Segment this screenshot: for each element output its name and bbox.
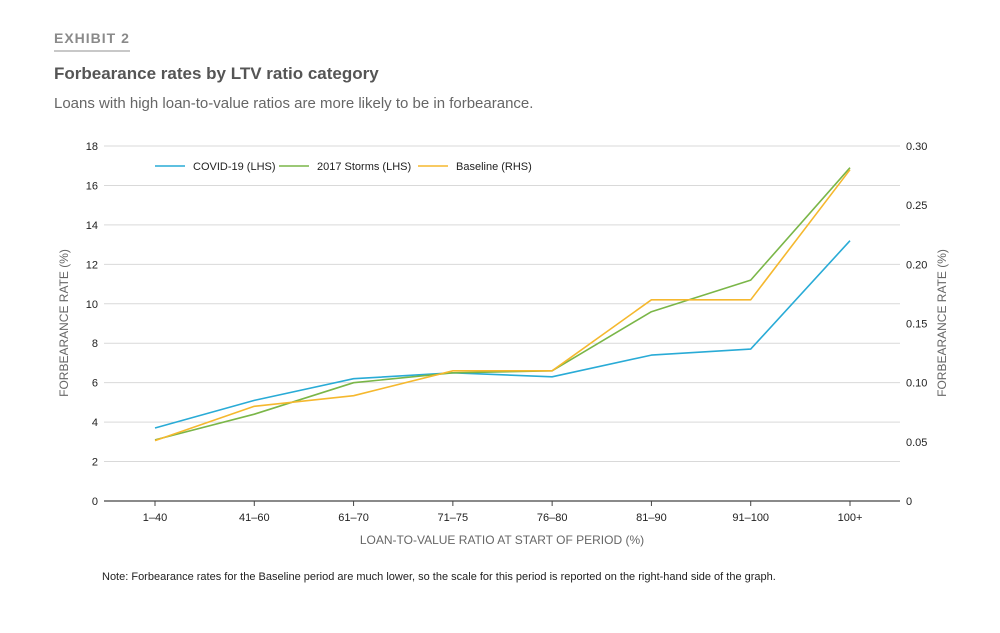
series-line-0	[154, 240, 851, 429]
x-tick-label: 41–60	[239, 512, 270, 524]
y-right-tick-label: 0.30	[906, 141, 927, 153]
right-y-tick-labels: 0 0.05 0.10 0.15 0.20 0.25 0.30	[906, 141, 927, 508]
legend: COVID-19 (LHS) 2017 Storms (LHS) Baseline …	[155, 161, 532, 173]
x-tick-label: 91–100	[732, 512, 769, 524]
y-right-tick-label: 0	[906, 496, 912, 508]
right-y-axis-title: FORBEARANCE RATE (%)	[935, 249, 949, 397]
y-tick-label: 0	[92, 496, 98, 508]
y-tick-label: 10	[86, 299, 98, 311]
y-right-tick-label: 0.20	[906, 259, 927, 271]
legend-entry-label: COVID-19 (LHS)	[193, 161, 276, 173]
y-tick-label: 18	[86, 141, 98, 153]
x-tick-label: 1–40	[143, 512, 167, 524]
y-right-tick-label: 0.25	[906, 200, 927, 212]
chart-title: Forbearance rates by LTV ratio category	[54, 64, 379, 83]
y-tick-label: 2	[92, 457, 98, 469]
series-line-1	[154, 167, 851, 441]
legend-entry-label: Baseline (RHS)	[456, 161, 532, 173]
y-tick-label: 4	[92, 417, 98, 429]
y-tick-label: 12	[86, 259, 98, 271]
x-tick-label: 76–80	[537, 512, 568, 524]
series-lines	[154, 167, 851, 442]
y-right-tick-label: 0.05	[906, 437, 927, 449]
x-tick-labels: 1–40 41–60 61–70 71–75 76–80 81–90 91–100 100+	[143, 501, 863, 524]
y-tick-label: 6	[92, 378, 98, 390]
y-tick-label: 16	[86, 180, 98, 192]
chart-subtitle: Loans with high loan-to-value ratios are…	[54, 95, 534, 112]
x-axis-title: LOAN-TO-VALUE RATIO AT START OF PERIOD (…	[360, 533, 644, 547]
y-right-tick-label: 0.15	[906, 319, 927, 331]
y-tick-label: 14	[86, 220, 98, 232]
legend-entry-label: 2017 Storms (LHS)	[317, 161, 411, 173]
x-tick-label: 61–70	[338, 512, 369, 524]
left-y-axis-title: FORBEARANCE RATE (%)	[57, 249, 71, 397]
x-tick-label: 71–75	[438, 512, 469, 524]
exhibit-label: EXHIBIT 2	[54, 30, 130, 52]
x-tick-label: 81–90	[636, 512, 667, 524]
series-line-2	[154, 169, 851, 442]
left-y-tick-labels: 0 2 4 6 8 10 12 14 16 18	[86, 141, 98, 508]
y-tick-label: 8	[92, 338, 98, 350]
gridlines	[104, 145, 900, 502]
y-right-tick-label: 0.10	[906, 378, 927, 390]
x-tick-label: 100+	[838, 512, 863, 524]
footnote: Note: Forbearance rates for the Baseline…	[102, 571, 776, 583]
